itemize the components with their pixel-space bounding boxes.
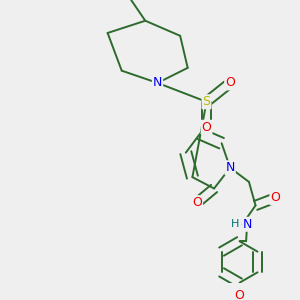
Text: N: N [225,161,235,174]
Text: S: S [202,95,211,108]
Text: O: O [270,191,280,204]
Text: O: O [192,196,202,209]
Text: O: O [202,121,212,134]
Text: H: H [231,219,239,229]
Text: N: N [242,218,252,231]
Text: O: O [235,290,244,300]
Text: O: O [225,76,235,89]
Text: N: N [153,76,162,89]
